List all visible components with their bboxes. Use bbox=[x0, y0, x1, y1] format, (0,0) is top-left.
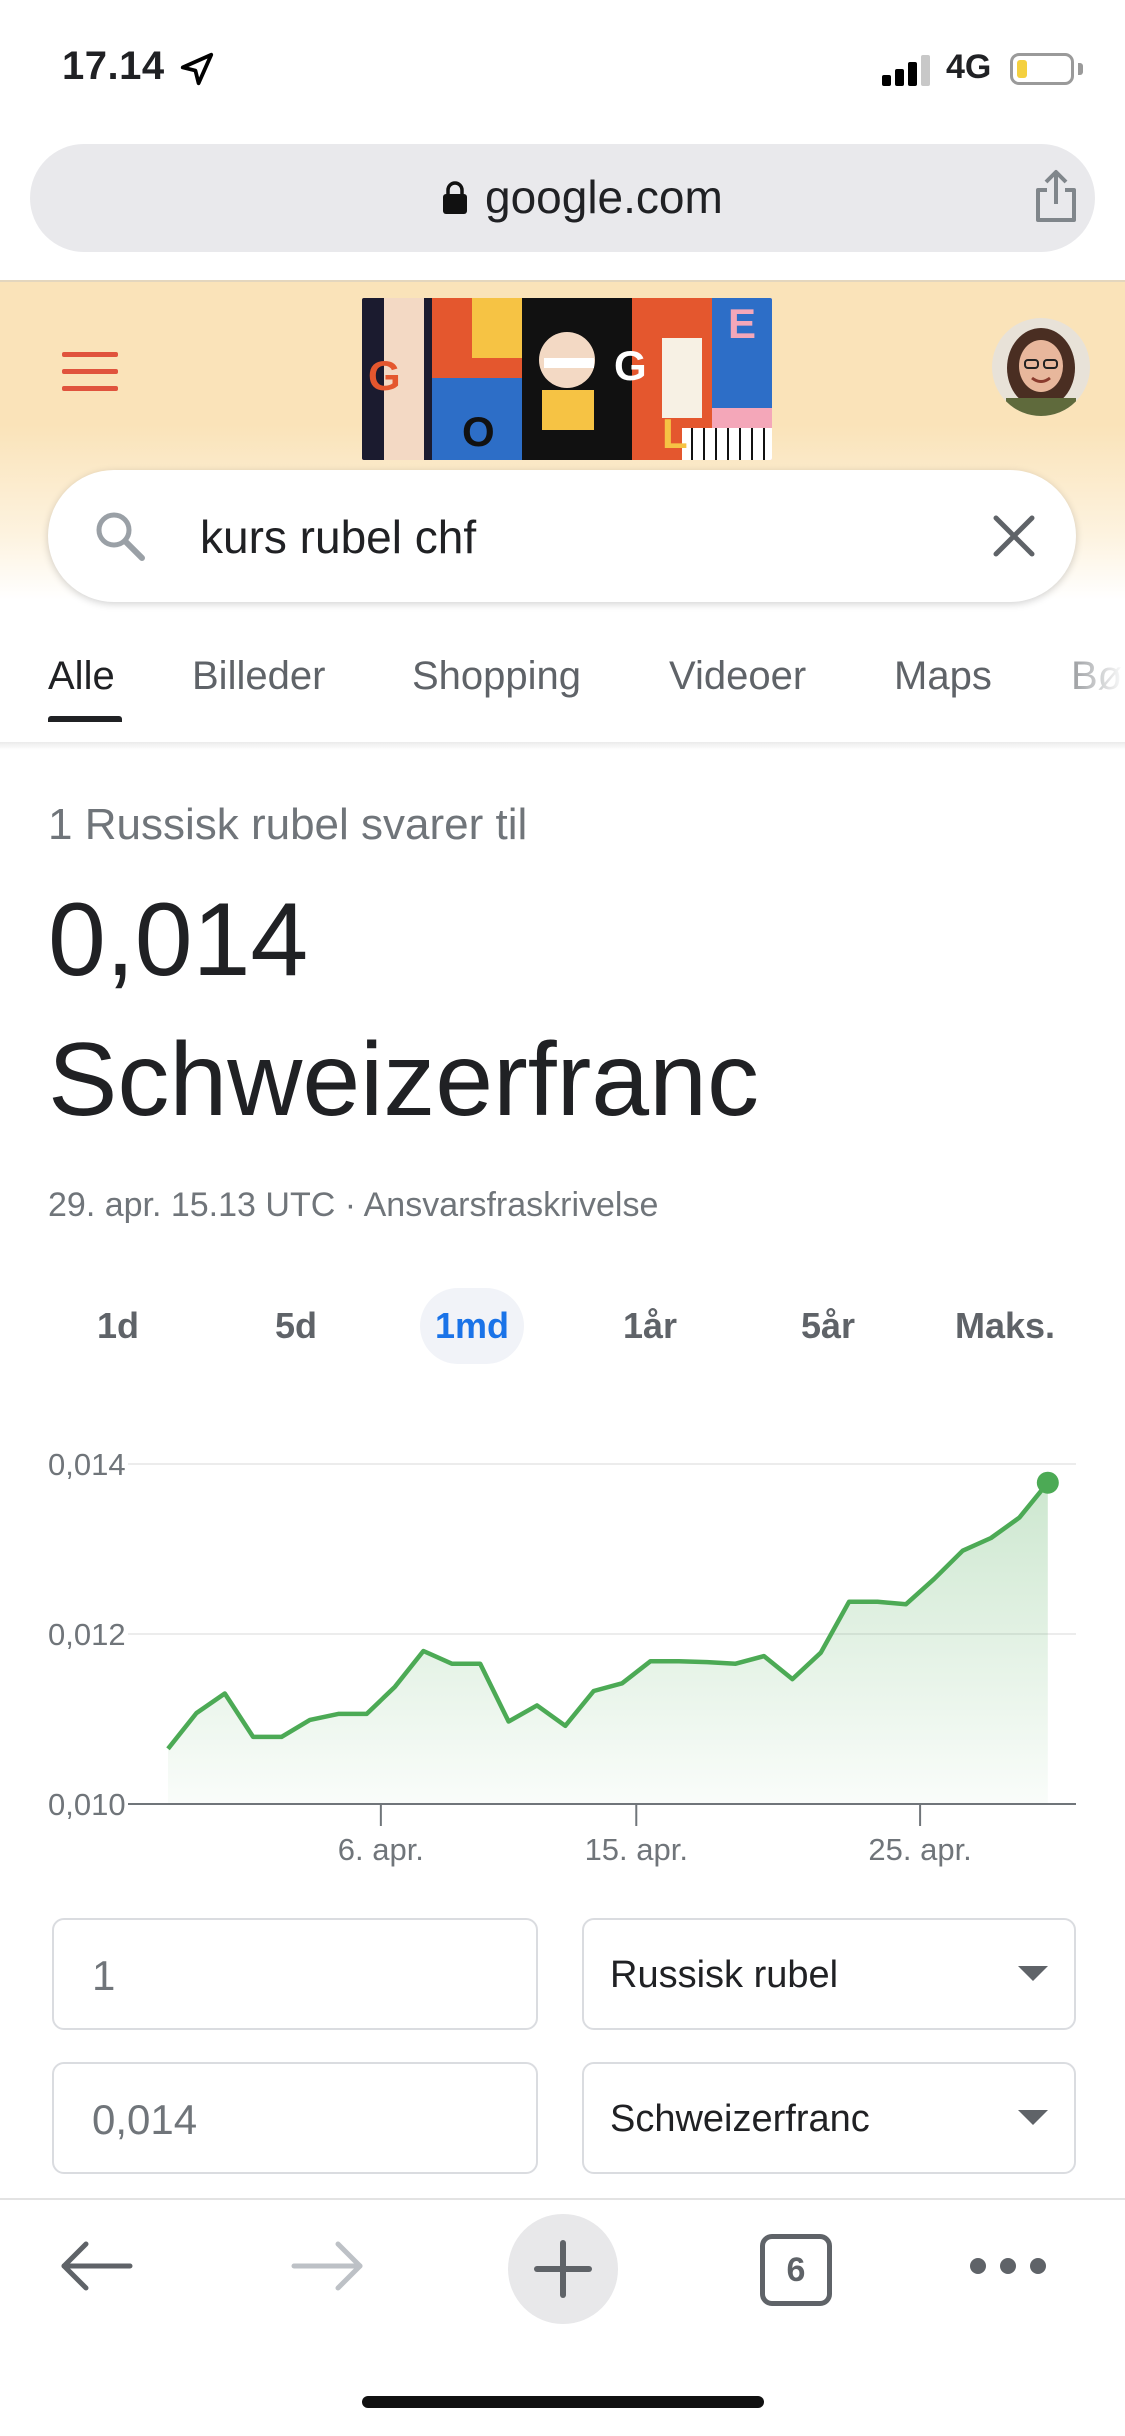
hamburger-menu-icon[interactable] bbox=[62, 352, 118, 392]
to-amount-input[interactable]: 0,014 bbox=[52, 2062, 538, 2174]
tab-shopping[interactable]: Shopping bbox=[412, 654, 582, 698]
forward-arrow-icon[interactable] bbox=[288, 2236, 368, 2296]
from-currency-label: Russisk rubel bbox=[610, 1954, 839, 1996]
result-meta: 29. apr. 15.13 UTC · Ansvarsfraskrivelse bbox=[48, 1186, 658, 1225]
range-5d[interactable]: 5d bbox=[274, 1305, 317, 1346]
range-max[interactable]: Maks. bbox=[954, 1305, 1056, 1346]
active-tab-indicator bbox=[48, 716, 122, 722]
lock-icon bbox=[443, 181, 467, 214]
status-bar: 17.14 4G bbox=[0, 0, 1125, 140]
battery-cap bbox=[1078, 63, 1083, 75]
x-tick-label: 25. apr. bbox=[868, 1832, 971, 1867]
back-arrow-icon[interactable] bbox=[56, 2236, 136, 2296]
tab-images[interactable]: Billeder bbox=[192, 654, 326, 698]
range-5y[interactable]: 5år bbox=[800, 1305, 856, 1346]
svg-text:L: L bbox=[662, 410, 688, 457]
home-indicator bbox=[362, 2396, 764, 2408]
range-selector: 1d 5d 1md 1år 5år Maks. bbox=[0, 1288, 1125, 1364]
search-icon[interactable] bbox=[90, 506, 150, 566]
search-tabs: Alle Billeder Shopping Videoer Maps Bø bbox=[0, 640, 1125, 728]
exchange-rate-chart[interactable]: 0,014 0,012 0,010 6. apr. 15. apr. 25. apr. bbox=[0, 1420, 1125, 1880]
y-tick-label: 0,012 bbox=[48, 1617, 126, 1652]
series-line bbox=[166, 1481, 1050, 1751]
disclaimer-link[interactable]: Ansvarsfraskrivelse bbox=[363, 1186, 659, 1224]
svg-text:G: G bbox=[368, 352, 401, 399]
tab-switcher-button[interactable]: 6 bbox=[760, 2234, 832, 2306]
cellular-signal-icon bbox=[882, 52, 932, 86]
header-divider bbox=[0, 280, 1125, 282]
chevron-down-icon bbox=[1018, 1966, 1048, 1981]
address-bar[interactable]: google.com bbox=[30, 144, 1095, 252]
tab-all[interactable]: Alle bbox=[48, 654, 115, 698]
google-doodle-logo[interactable]: G O G L E bbox=[362, 298, 772, 460]
last-point-marker bbox=[1036, 1471, 1059, 1494]
chevron-down-icon bbox=[1018, 2110, 1048, 2125]
user-avatar[interactable] bbox=[992, 318, 1090, 416]
series-area bbox=[168, 1482, 1048, 1804]
to-currency-select[interactable]: Schweizerfranc bbox=[582, 2062, 1076, 2174]
search-box[interactable]: kurs rubel chf bbox=[48, 470, 1076, 602]
y-tick-label: 0,014 bbox=[48, 1447, 126, 1482]
share-icon[interactable] bbox=[1026, 166, 1086, 226]
range-1d[interactable]: 1d bbox=[96, 1305, 139, 1346]
svg-text:E: E bbox=[728, 300, 756, 347]
battery-icon bbox=[1010, 53, 1074, 85]
range-1md[interactable]: 1md bbox=[420, 1288, 524, 1364]
svg-text:G: G bbox=[614, 342, 647, 389]
status-time: 17.14 bbox=[62, 44, 165, 88]
from-amount-value: 1 bbox=[92, 1952, 116, 1999]
result-value: 0,014 bbox=[48, 882, 309, 998]
x-tick-label: 15. apr. bbox=[585, 1832, 688, 1867]
tab-count: 6 bbox=[786, 2251, 806, 2289]
tabs-fade bbox=[1040, 640, 1125, 728]
tab-videos[interactable]: Videoer bbox=[669, 654, 807, 698]
from-currency-select[interactable]: Russisk rubel bbox=[582, 1918, 1076, 2030]
tab-maps[interactable]: Maps bbox=[894, 654, 992, 698]
svg-text:O: O bbox=[462, 408, 495, 455]
result-timestamp: 29. apr. 15.13 UTC bbox=[48, 1186, 336, 1224]
to-amount-value: 0,014 bbox=[92, 2096, 198, 2143]
url-text: google.com bbox=[485, 171, 723, 223]
result-currency: Schweizerfranc bbox=[48, 1022, 759, 1138]
more-options-icon[interactable] bbox=[966, 2254, 1050, 2278]
to-currency-label: Schweizerfranc bbox=[610, 2098, 870, 2140]
network-type: 4G bbox=[946, 48, 992, 86]
range-1y[interactable]: 1år bbox=[622, 1305, 678, 1346]
plus-icon bbox=[534, 2240, 592, 2298]
from-amount-input[interactable]: 1 bbox=[52, 1918, 538, 2030]
search-input[interactable]: kurs rubel chf bbox=[200, 511, 477, 563]
x-tick-label: 6. apr. bbox=[338, 1832, 424, 1867]
location-arrow-icon bbox=[180, 52, 214, 86]
tabs-shadow bbox=[0, 742, 1125, 750]
converts-label: 1 Russisk rubel svarer til bbox=[48, 800, 528, 849]
y-tick-label: 0,010 bbox=[48, 1787, 126, 1822]
meta-separator: · bbox=[335, 1186, 364, 1224]
clear-search-icon[interactable] bbox=[988, 510, 1040, 562]
new-tab-button[interactable] bbox=[508, 2214, 618, 2324]
